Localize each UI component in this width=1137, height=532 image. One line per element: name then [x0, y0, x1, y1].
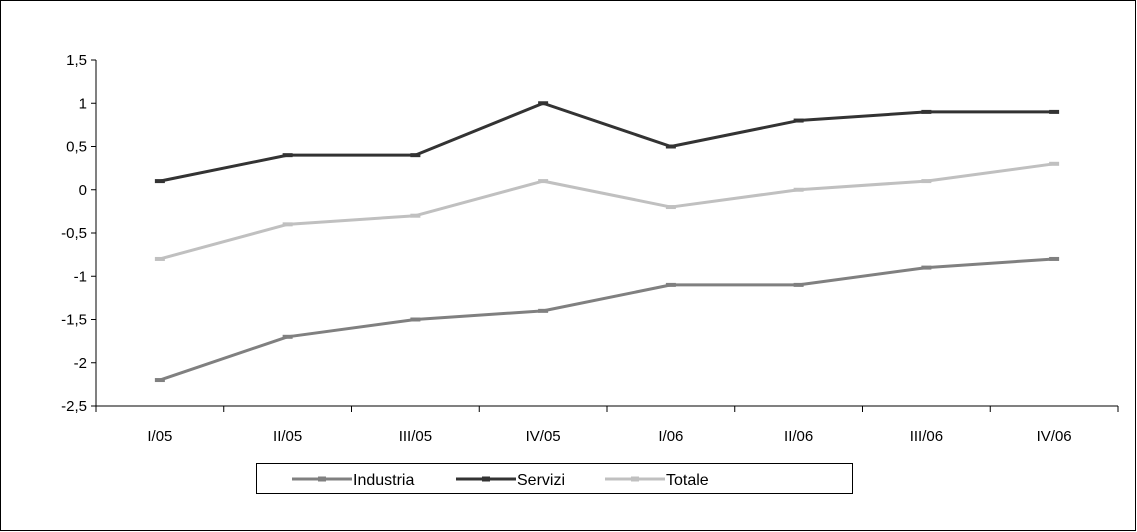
- series-line-servizi: [159, 101, 1055, 183]
- y-tick-label: 0: [79, 182, 87, 199]
- y-tick-label: -2,5: [61, 398, 87, 415]
- legend-label-totale: Totale: [666, 472, 709, 489]
- y-tick-label: -1: [74, 268, 87, 285]
- y-tick-label: -2: [74, 355, 87, 372]
- x-tick-label: IV/05: [526, 428, 561, 445]
- y-tick-label: -1,5: [61, 312, 87, 329]
- y-tick-label: 1: [79, 95, 87, 112]
- legend-label-servizi: Servizi: [517, 472, 565, 489]
- x-tick-label: IV/06: [1037, 428, 1072, 445]
- series-layer: [154, 101, 1060, 383]
- x-tick-label: III/06: [910, 428, 943, 445]
- y-tick-label: -0,5: [61, 225, 87, 242]
- series-line-industria: [159, 257, 1055, 382]
- legend-label-industria: Industria: [353, 472, 414, 489]
- x-tick-label: I/06: [658, 428, 683, 445]
- x-tick-label: I/05: [147, 428, 172, 445]
- x-tick-label: III/05: [399, 428, 432, 445]
- x-tick-label: II/05: [273, 428, 302, 445]
- series-line-totale: [159, 162, 1055, 261]
- y-tick-label: 0,5: [66, 139, 87, 156]
- x-axis: I/05 II/05 III/05 IV/05 I/06 II/06 III/06 IV/06: [95, 405, 1119, 445]
- legend: Industria Servizi Totale: [256, 463, 853, 494]
- x-tick-label: II/06: [784, 428, 813, 445]
- legend-box: [256, 463, 853, 494]
- y-axis: 1,5 1 0,5 0 -0,5 -1 -1,5 -2 -2,5: [61, 52, 97, 415]
- y-tick-label: 1,5: [66, 52, 87, 69]
